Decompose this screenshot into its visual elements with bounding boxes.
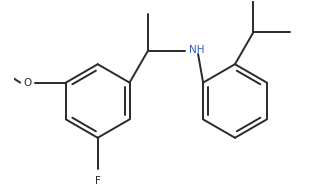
Text: F: F: [95, 176, 100, 186]
Text: NH: NH: [189, 45, 205, 55]
Text: O: O: [23, 78, 31, 88]
